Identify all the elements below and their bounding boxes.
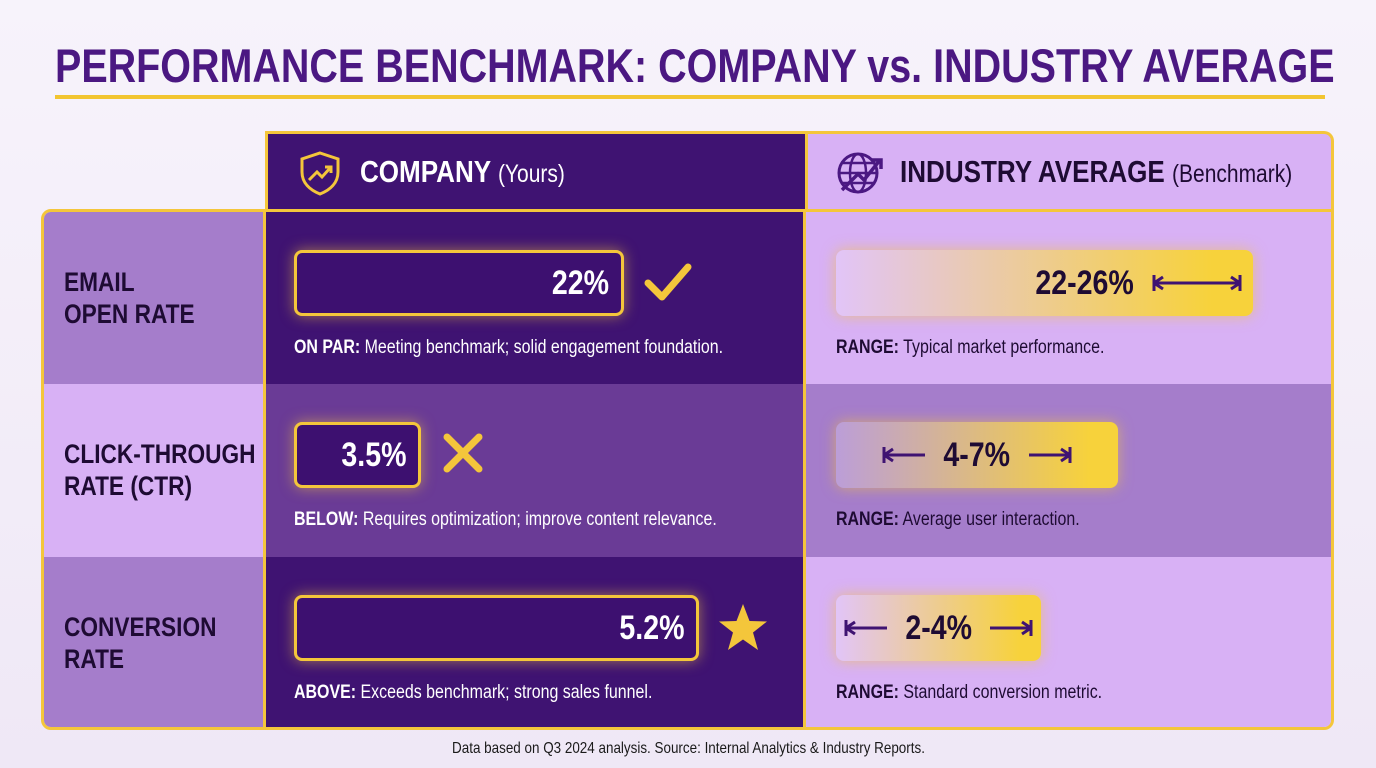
company-value: 3.5%	[340, 436, 406, 475]
company-note: BELOW: Requires optimization; improve co…	[294, 509, 797, 531]
metric-line: RATE	[64, 643, 246, 675]
industry-cell: 2-4% RANGE: Standard conversion metric.	[806, 556, 1331, 727]
metric-line: CONVERSION	[64, 611, 246, 643]
company-value: 5.2%	[618, 608, 684, 647]
metric-text: EMAIL	[64, 267, 135, 298]
company-note-text: ON PAR: Meeting benchmark; solid engagem…	[294, 337, 723, 359]
star-icon	[719, 603, 767, 650]
range-label: RANGE:	[836, 509, 899, 531]
industry-suffix: (Benchmark)	[1172, 160, 1293, 188]
title-rule	[55, 95, 1325, 99]
metric-cell: CONVERSION RATE	[44, 556, 266, 727]
company-label: COMPANY	[360, 154, 491, 189]
industry-note-text: RANGE: Standard conversion metric.	[836, 682, 1102, 704]
metric-text: CONVERSION	[64, 611, 217, 642]
metric-label: EMAIL OPEN RATE	[64, 266, 220, 330]
company-value-box: 5.2%	[294, 594, 699, 661]
metric-label: CLICK-THROUGH RATE (CTR)	[64, 438, 292, 502]
range-label: RANGE:	[836, 337, 899, 358]
industry-note: RANGE: Standard conversion metric.	[836, 682, 1153, 704]
industry-note: RANGE: Average user interaction.	[836, 509, 1126, 531]
range-arrow	[882, 447, 926, 464]
metric-line: EMAIL	[64, 266, 220, 298]
footer-wrap: Data based on Q3 2024 analysis. Source: …	[0, 740, 1376, 758]
company-cell: 5.2% ABOVE: Exceeds benchmark; strong sal…	[266, 556, 806, 727]
metric-text: RATE (CTR)	[64, 471, 193, 502]
shield-icon	[300, 151, 340, 196]
company-note: ON PAR: Meeting benchmark; solid engagem…	[294, 337, 805, 359]
metric-line: RATE (CTR)	[64, 470, 292, 502]
metric-text: OPEN RATE	[64, 299, 195, 330]
note-text: Typical market performance.	[903, 337, 1105, 358]
company-suffix: (Yours)	[497, 160, 565, 188]
metric-line: OPEN RATE	[64, 298, 220, 330]
company-cell: 22% ON PAR: Meeting benchmark; solid enga…	[266, 212, 806, 385]
industry-note-text: RANGE: Average user interaction.	[836, 509, 1080, 531]
x-icon	[443, 433, 483, 473]
note-text: Exceeds benchmark; strong sales funnel.	[360, 681, 653, 703]
company-note-text: BELOW: Requires optimization; improve co…	[294, 509, 717, 531]
metric-cell: EMAIL OPEN RATE	[44, 212, 266, 385]
company-note-text: ABOVE: Exceeds benchmark; strong sales f…	[294, 682, 652, 704]
industry-value-box: 2-4%	[836, 594, 1041, 661]
title: PERFORMANCE BENCHMARK: COMPANY vs. INDUS…	[55, 39, 1335, 92]
metric-text: RATE	[64, 643, 125, 674]
industry-value-box: 4-7%	[836, 422, 1118, 489]
status: BELOW:	[294, 509, 359, 531]
range-arrow	[1028, 447, 1072, 464]
company-header: COMPANY (Yours)	[265, 131, 805, 211]
industry-value-box: 22-26%	[836, 250, 1253, 316]
company-value-box: 22%	[294, 250, 624, 316]
note-text: Requires optimization; improve content r…	[362, 509, 717, 531]
range-arrow	[1152, 275, 1242, 291]
industry-cell: 22-26% RANGE: Typical market performance.	[806, 212, 1331, 385]
status: ABOVE:	[294, 681, 357, 703]
company-header-text: COMPANY (Yours)	[360, 154, 565, 190]
title-wrap: PERFORMANCE BENCHMARK: COMPANY vs. INDUS…	[55, 38, 1376, 93]
industry-label: INDUSTRY AVERAGE	[900, 154, 1165, 189]
company-note: ABOVE: Exceeds benchmark; strong sales f…	[294, 682, 721, 704]
industry-header-text: INDUSTRY AVERAGE (Benchmark)	[900, 154, 1292, 190]
check-icon	[644, 263, 692, 301]
industry-header: INDUSTRY AVERAGE (Benchmark)	[805, 131, 1334, 211]
footer: Data based on Q3 2024 analysis. Source: …	[451, 740, 925, 757]
metric-text: CLICK-THROUGH	[64, 439, 256, 470]
industry-note-text: RANGE: Typical market performance.	[836, 337, 1104, 359]
globe-icon	[837, 152, 883, 194]
note-text: Standard conversion metric.	[903, 681, 1103, 703]
industry-value: 22-26%	[1035, 264, 1134, 302]
range-arrow	[990, 619, 1033, 636]
range-label: RANGE:	[836, 681, 899, 703]
note-text: Meeting benchmark; solid engagement foun…	[364, 337, 724, 358]
company-value: 22%	[551, 264, 609, 302]
company-cell: 3.5% BELOW: Requires optimization; improv…	[266, 384, 806, 557]
metric-cell: CLICK-THROUGH RATE (CTR)	[44, 384, 266, 557]
industry-cell: 4-7% RANGE: Average user interaction.	[806, 384, 1331, 557]
metric-line: CLICK-THROUGH	[64, 438, 292, 470]
status: ON PAR:	[294, 337, 361, 358]
note-text: Average user interaction.	[902, 509, 1080, 531]
metric-label: CONVERSION RATE	[64, 611, 246, 675]
table: EMAIL OPEN RATE 22% ON PAR: Meeting benchma…	[41, 209, 1334, 730]
industry-value: 4-7%	[943, 436, 1011, 475]
range-arrow	[844, 619, 887, 636]
industry-value: 2-4%	[905, 608, 972, 647]
company-value-box: 3.5%	[294, 422, 421, 489]
industry-note: RANGE: Typical market performance.	[836, 337, 1156, 359]
